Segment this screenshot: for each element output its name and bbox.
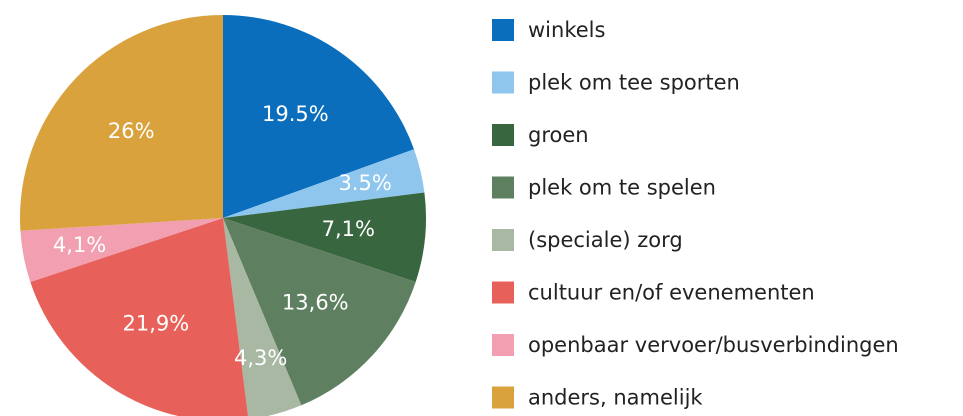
legend-label: openbaar vervoer/busverbindingen [528, 333, 899, 357]
legend-label: plek om tee sporten [528, 71, 740, 95]
legend-swatch [492, 19, 514, 41]
legend-swatch [492, 281, 514, 304]
legend-swatch [492, 334, 514, 356]
data-label: 21,9% [123, 311, 190, 335]
data-label: 4,1% [53, 233, 106, 257]
legend-label: winkels [528, 18, 605, 42]
legend-label: (speciale) zorg [528, 228, 683, 252]
pie-slice [19, 15, 223, 231]
data-label: 7,1% [322, 217, 375, 241]
data-label: 13,6% [282, 291, 349, 315]
legend-swatch [492, 176, 514, 199]
data-label: 4,3% [234, 346, 287, 370]
data-label: 3.5% [338, 171, 391, 195]
legend-label: groen [528, 123, 589, 147]
pie-slice [223, 15, 414, 218]
legend-label: anders, namelijk [528, 386, 703, 410]
legend-swatch [492, 124, 514, 146]
legend-label: cultuur en/of evenementen [528, 281, 815, 305]
pie-slice [20, 218, 223, 282]
data-label: 19.5% [262, 102, 329, 126]
legend-label: plek om te spelen [528, 176, 716, 200]
data-label: 26% [108, 119, 155, 143]
pie-slice [223, 192, 426, 282]
pie-slice [223, 149, 425, 218]
pie-slice [223, 218, 416, 406]
pie-slice [223, 218, 302, 416]
legend-swatch [492, 71, 514, 94]
pie-slice [30, 218, 249, 416]
legend-swatch [492, 229, 514, 251]
legend-swatch [492, 386, 514, 409]
